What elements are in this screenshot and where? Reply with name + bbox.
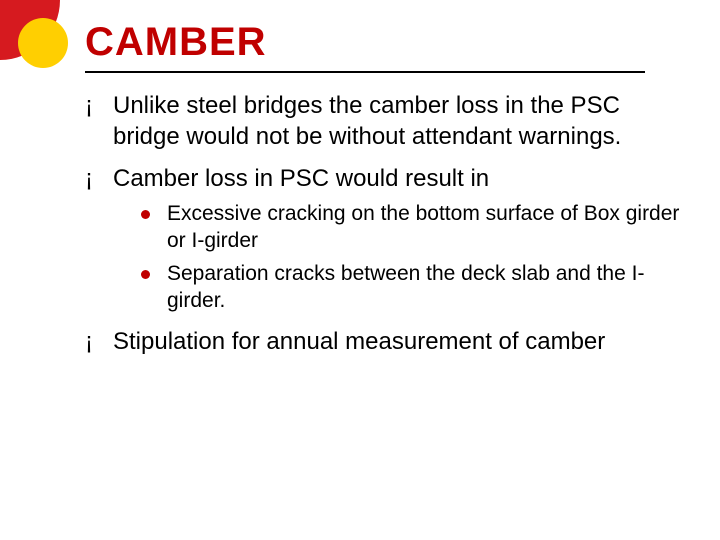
slide-content: CAMBER Unlike steel bridges the camber l… (85, 20, 685, 369)
red-circle (0, 0, 60, 60)
sub-list-item: Separation cracks between the deck slab … (141, 261, 685, 315)
title-underline (85, 71, 645, 73)
list-item: Camber loss in PSC would result in Exces… (85, 164, 685, 314)
body-content: Unlike steel bridges the camber loss in … (85, 91, 685, 357)
slide-title: CAMBER (85, 20, 267, 64)
bullet-list: Unlike steel bridges the camber loss in … (85, 91, 685, 357)
sub-bullet-text: Separation cracks between the deck slab … (167, 262, 644, 312)
corner-decoration (0, 0, 80, 80)
bullet-text: Camber loss in PSC would result in (113, 165, 489, 192)
list-item: Stipulation for annual measurement of ca… (85, 327, 685, 358)
sub-list-item: Excessive cracking on the bottom surface… (141, 201, 685, 255)
sub-bullet-text: Excessive cracking on the bottom surface… (167, 202, 679, 252)
yellow-circle (18, 18, 68, 68)
sub-bullet-list: Excessive cracking on the bottom surface… (113, 201, 685, 315)
list-item: Unlike steel bridges the camber loss in … (85, 91, 685, 152)
title-wrap: CAMBER (85, 20, 685, 65)
bullet-text: Unlike steel bridges the camber loss in … (113, 92, 621, 150)
bullet-text: Stipulation for annual measurement of ca… (113, 328, 605, 355)
